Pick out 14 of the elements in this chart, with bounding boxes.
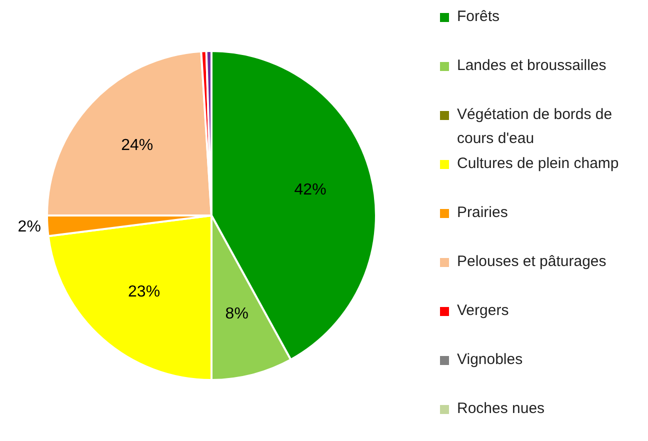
legend-label: Roches nues (457, 399, 545, 419)
legend-label: Forêts (457, 7, 500, 27)
legend-label: Vignobles (457, 350, 523, 370)
data-label: 2% (18, 218, 41, 236)
data-label: 42% (294, 182, 326, 199)
data-label: 23% (128, 283, 160, 300)
data-label: 8% (225, 306, 248, 323)
legend-label: Vergers (457, 301, 509, 321)
legend-label: Végétation de bords de cours d'eau (457, 105, 614, 149)
data-label: 24% (121, 137, 154, 154)
legend-label: Pelouses et pâturages (457, 252, 606, 272)
legend-label: Cultures de plein champ (457, 154, 619, 174)
legend-label: Landes et broussailles (457, 56, 606, 76)
legend-label: Prairies (457, 203, 508, 223)
